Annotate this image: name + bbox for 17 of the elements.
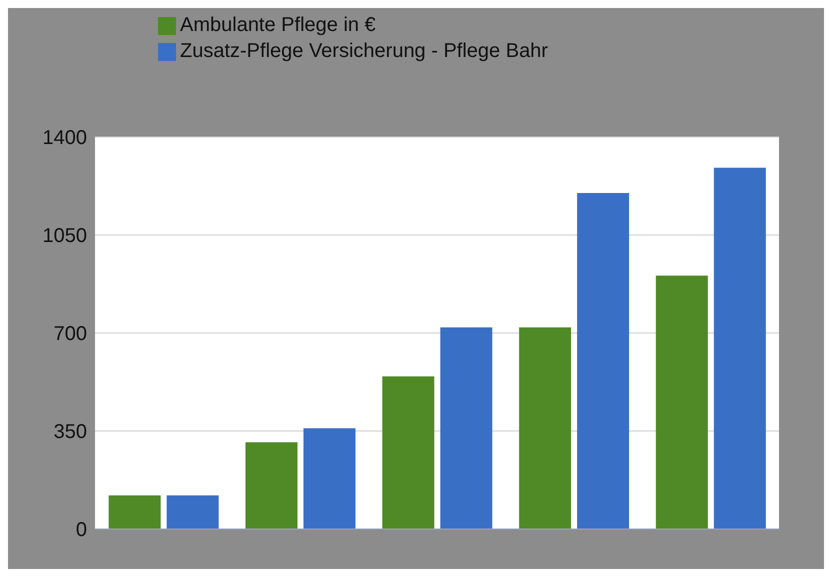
y-tick-label: 1050 [42,225,87,248]
bar [440,327,492,529]
bar [656,276,708,529]
bar [108,495,161,529]
bar [519,327,572,529]
bar [382,376,434,529]
bar [166,495,219,529]
y-tick-label: 1400 [42,127,87,150]
y-tick-label: 0 [76,519,87,542]
bar [245,442,298,529]
y-tick-label: 350 [54,421,87,444]
legend-label: Zusatz-Pflege Versicherung - Pflege Bahr [180,40,548,62]
y-tick-label: 700 [54,323,87,346]
bar [577,193,630,529]
bar [714,168,766,529]
bar [303,428,356,529]
legend-label: Ambulante Pflege in € [180,14,376,36]
